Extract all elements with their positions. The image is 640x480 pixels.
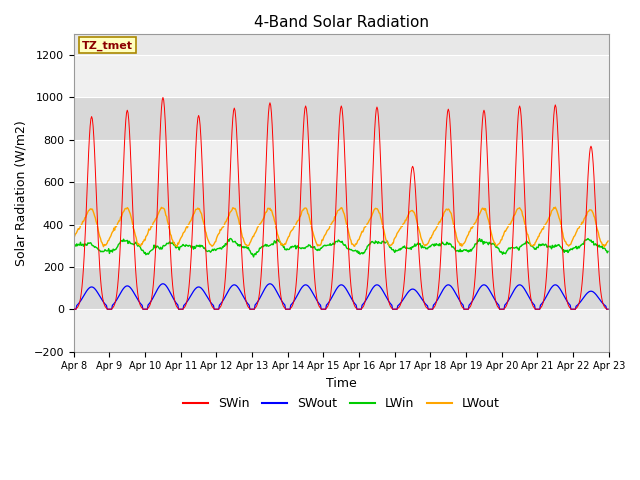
Bar	[74, 140, 609, 182]
SWin	[134, 295, 142, 301]
Bar	[74, 225, 609, 267]
LWin	[189, 244, 196, 250]
LWout	[552, 204, 559, 210]
Bar	[74, 267, 609, 309]
SWin	[218, 301, 225, 307]
SWin	[406, 179, 414, 185]
Text: TZ_tmet: TZ_tmet	[82, 40, 133, 50]
LWin	[423, 245, 431, 251]
Legend: SWin, SWout, LWin, LWout: SWin, SWout, LWin, LWout	[178, 392, 504, 415]
SWin	[422, 304, 430, 310]
LWin	[250, 254, 257, 260]
Line: SWout: SWout	[74, 284, 608, 309]
SWin	[189, 203, 197, 209]
LWin	[227, 236, 234, 241]
LWout	[79, 219, 87, 225]
Line: LWin: LWin	[74, 239, 608, 257]
LWout	[600, 244, 608, 250]
LWout	[406, 209, 413, 215]
Line: SWin: SWin	[74, 97, 608, 309]
Bar	[74, 97, 609, 140]
SWout	[422, 301, 430, 307]
SWout	[406, 287, 414, 293]
Bar	[74, 309, 609, 351]
SWout	[134, 298, 142, 303]
LWin	[79, 243, 87, 249]
LWin	[407, 247, 415, 252]
LWin	[70, 243, 77, 249]
LWout	[217, 227, 225, 233]
X-axis label: Time: Time	[326, 377, 356, 390]
SWin	[159, 95, 167, 100]
SWin	[70, 306, 77, 312]
SWin	[604, 306, 612, 312]
Line: LWout: LWout	[74, 207, 608, 247]
LWout	[70, 235, 77, 241]
SWout	[604, 306, 612, 312]
LWout	[421, 242, 429, 248]
SWin	[79, 265, 87, 271]
LWin	[604, 249, 612, 254]
SWout	[218, 300, 225, 305]
LWout	[134, 240, 142, 246]
SWout	[159, 281, 167, 287]
SWout	[189, 288, 197, 294]
LWin	[134, 242, 142, 248]
SWout	[79, 293, 87, 299]
Bar	[74, 182, 609, 225]
LWin	[217, 246, 225, 252]
LWout	[604, 238, 612, 244]
Bar	[74, 55, 609, 97]
LWout	[189, 213, 196, 219]
Title: 4-Band Solar Radiation: 4-Band Solar Radiation	[254, 15, 429, 30]
Y-axis label: Solar Radiation (W/m2): Solar Radiation (W/m2)	[15, 120, 28, 265]
SWout	[70, 306, 77, 312]
